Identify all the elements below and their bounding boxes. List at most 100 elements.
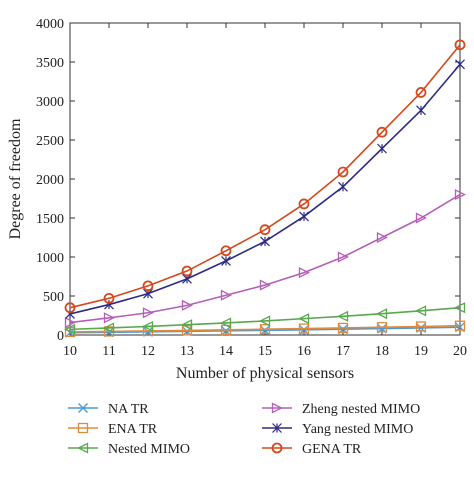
data-point bbox=[259, 224, 271, 236]
legend-marker bbox=[272, 423, 282, 433]
legend-marker bbox=[77, 422, 89, 434]
data-point bbox=[455, 59, 465, 70]
legend-label: Zheng nested MIMO bbox=[302, 402, 420, 417]
data-point bbox=[142, 307, 154, 319]
data-point bbox=[260, 236, 270, 247]
data-point bbox=[181, 265, 193, 277]
y-tick-label: 3500 bbox=[36, 56, 64, 71]
x-tick-label: 18 bbox=[375, 344, 389, 359]
data-point bbox=[376, 126, 388, 138]
legend: NA TR ENA TR Nested MIMO Zheng nested MIMO Y… bbox=[68, 402, 420, 457]
data-point bbox=[298, 313, 310, 325]
series-4 bbox=[65, 59, 465, 319]
series-line bbox=[69, 193, 461, 324]
data-point bbox=[454, 302, 466, 314]
series-line bbox=[69, 324, 461, 333]
x-tick-label: 20 bbox=[453, 344, 467, 359]
y-tick-label: 2500 bbox=[36, 134, 64, 149]
data-point bbox=[377, 143, 387, 154]
y-axis: 0 500 1000 1500 2000 2500 3000 3500 4000 bbox=[36, 17, 460, 344]
data-point bbox=[415, 321, 427, 332]
legend-marker bbox=[77, 442, 89, 454]
series-3 bbox=[64, 189, 466, 329]
series-5 bbox=[64, 39, 466, 314]
series-line bbox=[69, 44, 461, 309]
data-point bbox=[181, 325, 193, 336]
data-point bbox=[454, 39, 466, 51]
y-tick-label: 2000 bbox=[36, 173, 64, 188]
legend-label: ENA TR bbox=[108, 422, 158, 437]
data-point bbox=[64, 302, 76, 314]
x-axis-label: Number of physical sensors bbox=[176, 365, 354, 382]
legend-item: ENA TR bbox=[68, 422, 158, 437]
x-tick-label: 12 bbox=[141, 344, 155, 359]
data-point bbox=[416, 105, 426, 116]
data-point bbox=[181, 299, 193, 311]
legend-label: NA TR bbox=[108, 402, 149, 417]
data-point bbox=[103, 292, 115, 304]
data-point bbox=[64, 323, 76, 335]
y-tick-label: 1000 bbox=[36, 251, 64, 266]
data-point bbox=[64, 316, 76, 329]
data-point bbox=[338, 181, 348, 192]
legend-label: Nested MIMO bbox=[108, 442, 190, 457]
data-point bbox=[221, 255, 231, 266]
legend-item: Nested MIMO bbox=[68, 442, 190, 457]
data-point bbox=[259, 324, 271, 335]
data-point bbox=[298, 198, 310, 210]
data-point bbox=[337, 322, 349, 334]
x-tick-label: 19 bbox=[414, 344, 428, 359]
data-point bbox=[181, 319, 193, 331]
series-line bbox=[69, 63, 461, 315]
data-point bbox=[220, 245, 232, 257]
legend-marker bbox=[271, 442, 283, 454]
y-axis-label: Degree of freedom bbox=[7, 118, 24, 239]
y-tick-label: 3000 bbox=[36, 95, 64, 110]
x-tick-label: 15 bbox=[258, 344, 272, 359]
x-tick-label: 14 bbox=[219, 344, 233, 359]
legend-marker bbox=[78, 403, 88, 413]
legend-item: NA TR bbox=[68, 402, 149, 417]
data-point bbox=[298, 267, 310, 279]
x-tick-label: 17 bbox=[336, 344, 350, 359]
data-point bbox=[376, 322, 388, 333]
legend-item: GENA TR bbox=[262, 442, 362, 457]
data-point bbox=[299, 211, 309, 222]
x-axis: 10 11 12 13 14 15 16 17 18 19 20 bbox=[63, 23, 467, 359]
data-point bbox=[337, 310, 349, 322]
y-tick-label: 500 bbox=[43, 290, 64, 305]
plot-frame bbox=[69, 22, 461, 336]
x-tick-label: 13 bbox=[180, 344, 194, 359]
data-point bbox=[142, 320, 154, 332]
data-point bbox=[142, 280, 154, 292]
data-point bbox=[415, 305, 427, 317]
data-point bbox=[337, 251, 349, 263]
data-point bbox=[259, 315, 271, 327]
data-point bbox=[298, 323, 310, 334]
y-tick-label: 0 bbox=[57, 329, 64, 344]
series-2 bbox=[64, 302, 466, 335]
legend-label: Yang nested MIMO bbox=[302, 422, 413, 437]
series-line bbox=[69, 306, 461, 331]
y-tick-label: 1500 bbox=[36, 212, 64, 227]
legend-label: GENA TR bbox=[302, 442, 362, 457]
legend-marker bbox=[271, 402, 283, 414]
legend-item: Yang nested MIMO bbox=[262, 422, 413, 437]
x-tick-label: 10 bbox=[63, 344, 77, 359]
data-point bbox=[415, 212, 427, 224]
series-layer bbox=[64, 39, 466, 338]
data-point bbox=[337, 166, 349, 178]
data-point bbox=[259, 279, 271, 291]
x-tick-label: 16 bbox=[297, 344, 311, 359]
data-point bbox=[103, 322, 115, 334]
data-point bbox=[376, 231, 388, 244]
data-point bbox=[103, 312, 115, 324]
data-point bbox=[220, 289, 232, 301]
legend-item: Zheng nested MIMO bbox=[262, 402, 420, 417]
data-point bbox=[454, 189, 466, 201]
data-point bbox=[220, 317, 232, 329]
data-point bbox=[415, 87, 427, 98]
data-point bbox=[454, 320, 466, 331]
